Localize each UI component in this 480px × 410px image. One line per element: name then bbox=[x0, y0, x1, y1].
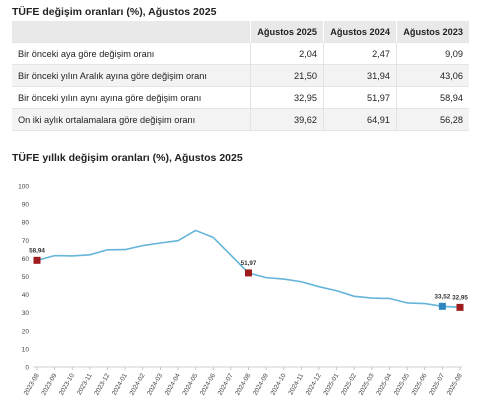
table-title: TÜFE değişim oranları (%), Ağustos 2025 bbox=[12, 6, 217, 18]
header-empty bbox=[12, 21, 251, 43]
x-tick-label: 2024-09 bbox=[252, 372, 270, 396]
cell-value: 58,94 bbox=[396, 86, 469, 109]
x-tick-label: 2025-04 bbox=[375, 372, 393, 396]
cell-value: 43,06 bbox=[396, 64, 469, 87]
cell-value: 39,62 bbox=[250, 108, 324, 131]
table-header-row: Ağustos 2025 Ağustos 2024 Ağustos 2023 bbox=[12, 21, 469, 43]
x-tick-label: 2023-12 bbox=[93, 372, 111, 396]
x-axis: 2023-08 2023-09 2023-10 2023-11 2023-12 2024-… bbox=[23, 366, 464, 397]
y-tick-label: 80 bbox=[22, 220, 30, 227]
cell-value: 31,94 bbox=[323, 64, 397, 87]
y-tick-label: 90 bbox=[22, 202, 30, 209]
row-label: Bir önceki yılın aynı ayına göre değişim… bbox=[12, 86, 251, 109]
y-tick-label: 40 bbox=[22, 292, 30, 299]
x-tick-label: 2023-11 bbox=[76, 372, 94, 396]
table-row: Bir önceki yılın Aralık ayına göre değiş… bbox=[12, 64, 469, 87]
x-tick-label: 2024-06 bbox=[199, 372, 217, 396]
annotations-group: 58,94 51,97 33,52 32,95 bbox=[29, 247, 468, 311]
header-col-1: Ağustos 2025 bbox=[250, 21, 324, 43]
x-tick-label: 2025-06 bbox=[410, 372, 428, 396]
data-point-marker bbox=[438, 302, 446, 310]
cell-value: 21,50 bbox=[250, 64, 324, 87]
x-tick-label: 2024-02 bbox=[128, 372, 146, 396]
y-tick-label: 30 bbox=[22, 310, 30, 317]
cpi-table: Ağustos 2025 Ağustos 2024 Ağustos 2023 B… bbox=[12, 21, 469, 131]
x-tick-label: 2024-03 bbox=[146, 372, 164, 396]
cell-value: 56,28 bbox=[396, 108, 469, 131]
x-tick-label: 2024-07 bbox=[217, 372, 235, 396]
y-tick-label: 70 bbox=[22, 238, 30, 245]
data-label: 51,97 bbox=[241, 260, 257, 267]
y-tick-label: 50 bbox=[22, 274, 30, 281]
x-tick-label: 2024-05 bbox=[181, 372, 199, 396]
data-label: 58,94 bbox=[29, 247, 45, 254]
header-col-3: Ağustos 2023 bbox=[396, 21, 469, 43]
y-tick-label: 10 bbox=[22, 346, 30, 353]
cell-value: 9,09 bbox=[396, 42, 469, 65]
data-point-marker bbox=[456, 303, 464, 311]
table-row: Bir önceki yılın aynı ayına göre değişim… bbox=[12, 86, 469, 109]
row-label: On iki aylık ortalamalara göre değişim o… bbox=[12, 108, 251, 131]
x-tick-label: 2025-05 bbox=[393, 372, 411, 396]
x-tick-label: 2024-11 bbox=[287, 372, 305, 396]
row-label: Bir önceki aya göre değişim oranı bbox=[12, 42, 251, 65]
x-tick-label: 2025-03 bbox=[358, 372, 376, 396]
x-tick-label: 2024-10 bbox=[269, 372, 287, 396]
series-group bbox=[36, 229, 461, 309]
data-label: 32,95 bbox=[452, 294, 468, 301]
series-line bbox=[36, 229, 461, 309]
y-tick-label: 100 bbox=[18, 184, 29, 191]
data-point-marker bbox=[245, 269, 252, 277]
y-tick-label: 0 bbox=[25, 365, 29, 372]
x-tick-label: 2023-09 bbox=[40, 372, 58, 396]
table-row: Bir önceki aya göre değişim oranı 2,04 2… bbox=[12, 42, 469, 65]
x-tick-label: 2025-08 bbox=[446, 372, 464, 396]
data-point-marker bbox=[33, 256, 41, 264]
y-tick-label: 20 bbox=[22, 328, 30, 335]
x-tick-label: 2024-01 bbox=[111, 372, 129, 396]
x-tick-label: 2025-02 bbox=[340, 372, 358, 396]
cell-value: 51,97 bbox=[323, 86, 397, 109]
x-tick-label: 2024-04 bbox=[164, 372, 182, 396]
x-tick-label: 2024-12 bbox=[305, 372, 323, 396]
y-axis: 0 10 20 30 40 50 60 70 80 90 100 bbox=[18, 184, 29, 372]
cell-value: 32,95 bbox=[250, 86, 324, 109]
chart-title: TÜFE yıllık değişim oranları (%), Ağusto… bbox=[12, 152, 243, 164]
table-row: On iki aylık ortalamalara göre değişim o… bbox=[12, 108, 469, 131]
x-tick-label: 2023-10 bbox=[58, 372, 76, 396]
row-label: Bir önceki yılın Aralık ayına göre değiş… bbox=[12, 64, 251, 87]
data-label: 33,52 bbox=[434, 293, 450, 300]
cell-value: 2,47 bbox=[323, 42, 397, 65]
x-tick-label: 2024-08 bbox=[234, 372, 252, 396]
cell-value: 64,91 bbox=[323, 108, 397, 131]
x-tick-label: 2025-01 bbox=[322, 372, 340, 396]
x-tick-label: 2023-08 bbox=[23, 372, 41, 396]
x-tick-label: 2025-07 bbox=[428, 372, 446, 396]
cell-value: 2,04 bbox=[250, 42, 324, 65]
header-col-2: Ağustos 2024 bbox=[323, 21, 397, 43]
y-tick-label: 60 bbox=[22, 256, 30, 263]
